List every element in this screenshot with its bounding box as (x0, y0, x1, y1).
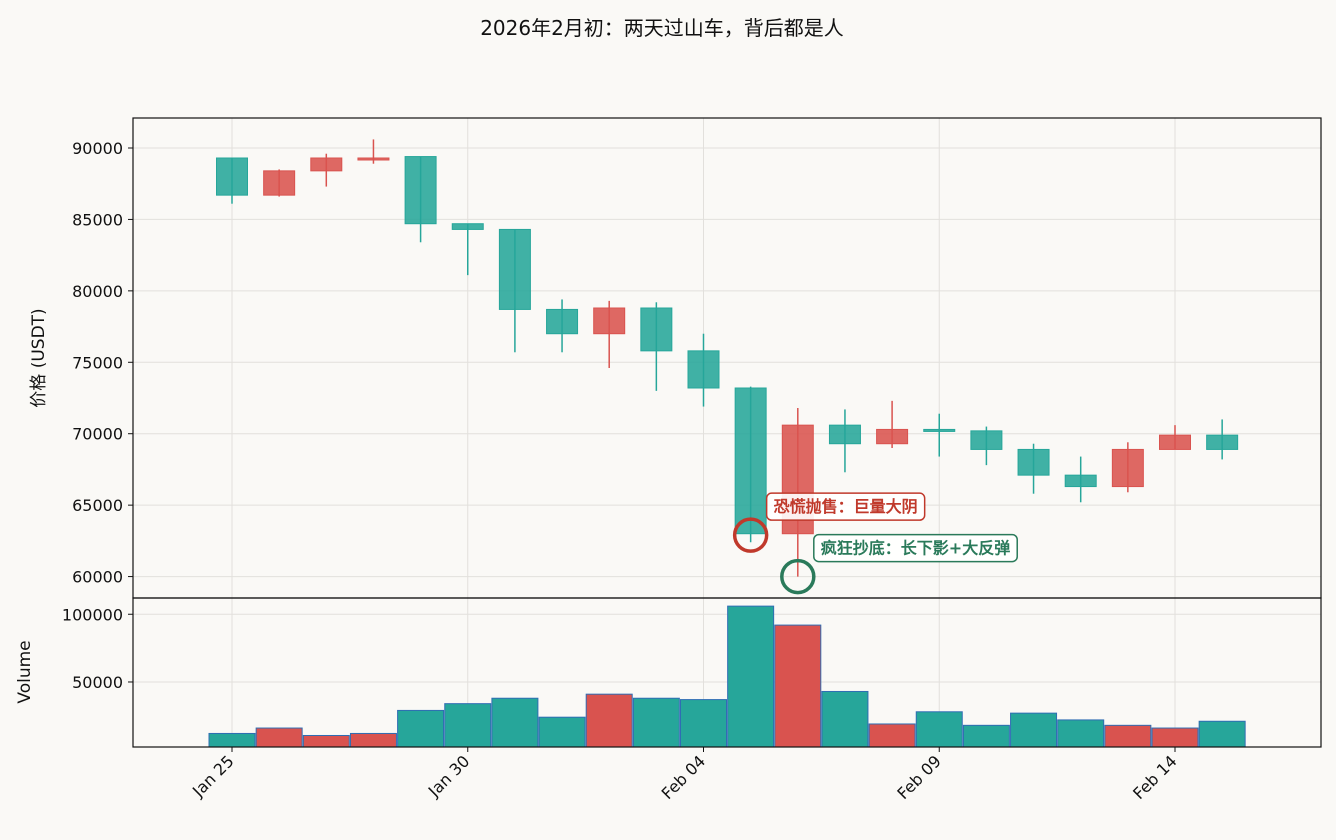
volume-bar (821, 690, 869, 748)
candle-body (357, 157, 390, 161)
candle-body (923, 428, 956, 432)
x-tick-label: Feb 04 (658, 752, 709, 803)
candle-body (828, 424, 861, 445)
volume-tick-label: 50000 (72, 673, 123, 692)
price-tick-label: 60000 (72, 568, 123, 587)
volume-tick-label: 100000 (62, 605, 123, 624)
volume-bar (444, 703, 492, 748)
candle-body (216, 157, 248, 196)
volume-bar (774, 624, 822, 748)
price-tick-label: 70000 (72, 425, 123, 444)
candle-body (498, 228, 531, 310)
annotation-text: 恐慌抛售：巨量大阴 (774, 497, 918, 516)
price-tick-label: 80000 (72, 282, 123, 301)
x-tick-label: Jan 30 (424, 752, 474, 802)
candle-body (1111, 448, 1144, 488)
volume-bar (1010, 712, 1058, 748)
price-candles (216, 139, 1239, 577)
volume-bar (1198, 720, 1246, 748)
volume-bar (585, 693, 633, 748)
annotation-box (765, 492, 926, 521)
candle-body (687, 350, 720, 389)
volume-bars (208, 605, 1246, 748)
volume-bar (208, 732, 256, 748)
price-tick-label: 85000 (72, 210, 123, 229)
volume-bar (962, 724, 1010, 748)
volume-bar (491, 697, 539, 748)
candle-body (734, 387, 767, 535)
candle-body (640, 307, 673, 352)
volume-bar (349, 732, 397, 748)
price-panel-frame (133, 118, 1321, 598)
candle-body (310, 157, 343, 172)
volume-bar (1104, 724, 1152, 748)
price-tick-label: 65000 (72, 496, 123, 515)
candle-body (1064, 474, 1097, 488)
volume-bar (1057, 719, 1105, 748)
x-tick-label: Feb 14 (1129, 752, 1180, 803)
candle-body (451, 223, 484, 230)
volume-bar (1151, 727, 1199, 748)
candle-body (876, 428, 909, 445)
volume-axis-title: Volume (15, 640, 35, 703)
price-axis-title: 价格 (USDT) (29, 308, 49, 407)
candle-body (404, 156, 437, 225)
volume-bar (397, 709, 445, 748)
price-tick-label: 75000 (72, 353, 123, 372)
annotation-label: 疯狂抄底：长下影+大反弹 (813, 533, 1018, 563)
annotation-box (813, 533, 1018, 563)
volume-bar (538, 716, 586, 748)
candle-body (263, 170, 296, 196)
annotation-marker (780, 558, 816, 595)
candle-body (1017, 448, 1050, 476)
price-tick-label: 90000 (72, 139, 123, 158)
volume-bar (727, 605, 775, 748)
candle-body (1206, 434, 1239, 450)
candle-body (546, 308, 579, 335)
candle-body (1159, 434, 1191, 450)
candle-body (593, 307, 626, 335)
volume-bar (255, 727, 303, 748)
volume-bar (680, 699, 727, 748)
volume-panel-border (132, 597, 1322, 748)
volume-bar (868, 723, 916, 748)
volume-bar (915, 711, 963, 748)
grid-lines (133, 118, 1321, 747)
annotation-label: 恐慌抛售：巨量大阴 (765, 492, 926, 521)
candle-body (970, 430, 1003, 450)
x-tick-label: Jan 25 (188, 752, 238, 802)
annotation-marker (732, 517, 769, 553)
chart-title: 2026年2月初：两天过山车，背后都是人 (480, 16, 844, 40)
annotation-text: 疯狂抄底：长下影+大反弹 (821, 539, 1010, 558)
volume-bar (632, 697, 680, 748)
x-tick-label: Feb 09 (893, 752, 944, 803)
volume-bar (302, 734, 350, 748)
